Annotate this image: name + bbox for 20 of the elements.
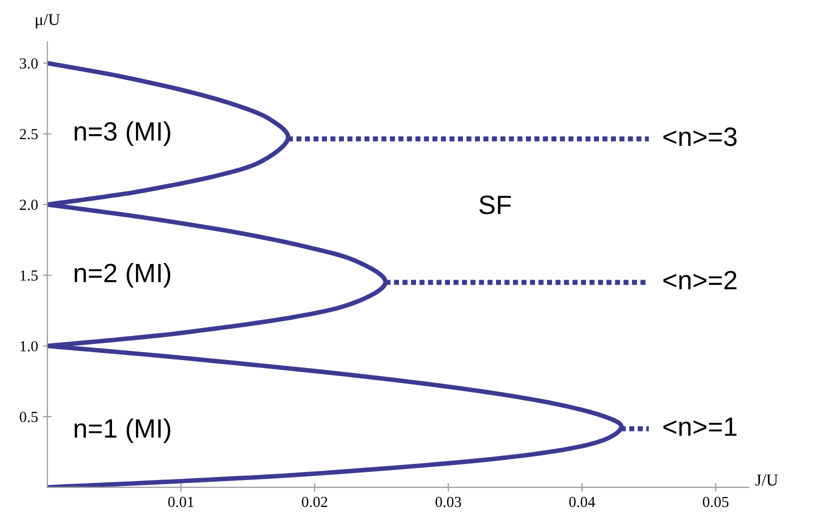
x-tick-label: 0.05 — [702, 496, 728, 508]
y-tick-label: 3.0 — [20, 58, 38, 69]
x-tick-label: 0.02 — [302, 496, 328, 508]
y-tick-label: 2.0 — [20, 200, 38, 210]
annotation: n=2 (MI) — [74, 263, 170, 288]
x-tick-label: 0.04 — [569, 496, 596, 508]
y-tick-label: 0.5 — [20, 412, 38, 422]
x-tick-label: 0.03 — [436, 496, 462, 508]
annotation: <n>=2 — [663, 270, 736, 290]
annotation: SF — [479, 196, 511, 214]
y-tick-label: 1.0 — [20, 341, 38, 352]
annotation: <n>=1 — [663, 418, 736, 436]
x-axis-title: J/U — [755, 474, 778, 486]
y-tick-label: 1.5 — [20, 270, 38, 281]
y-axis-title: μ/U — [36, 14, 60, 29]
annotation: n=1 (MI) — [74, 418, 170, 444]
annotation: <n>=3 — [663, 127, 737, 146]
x-tick-label: 0.01 — [168, 496, 194, 508]
annotation: n=3 (MI) — [74, 121, 170, 146]
y-tick-label: 2.5 — [20, 129, 38, 140]
